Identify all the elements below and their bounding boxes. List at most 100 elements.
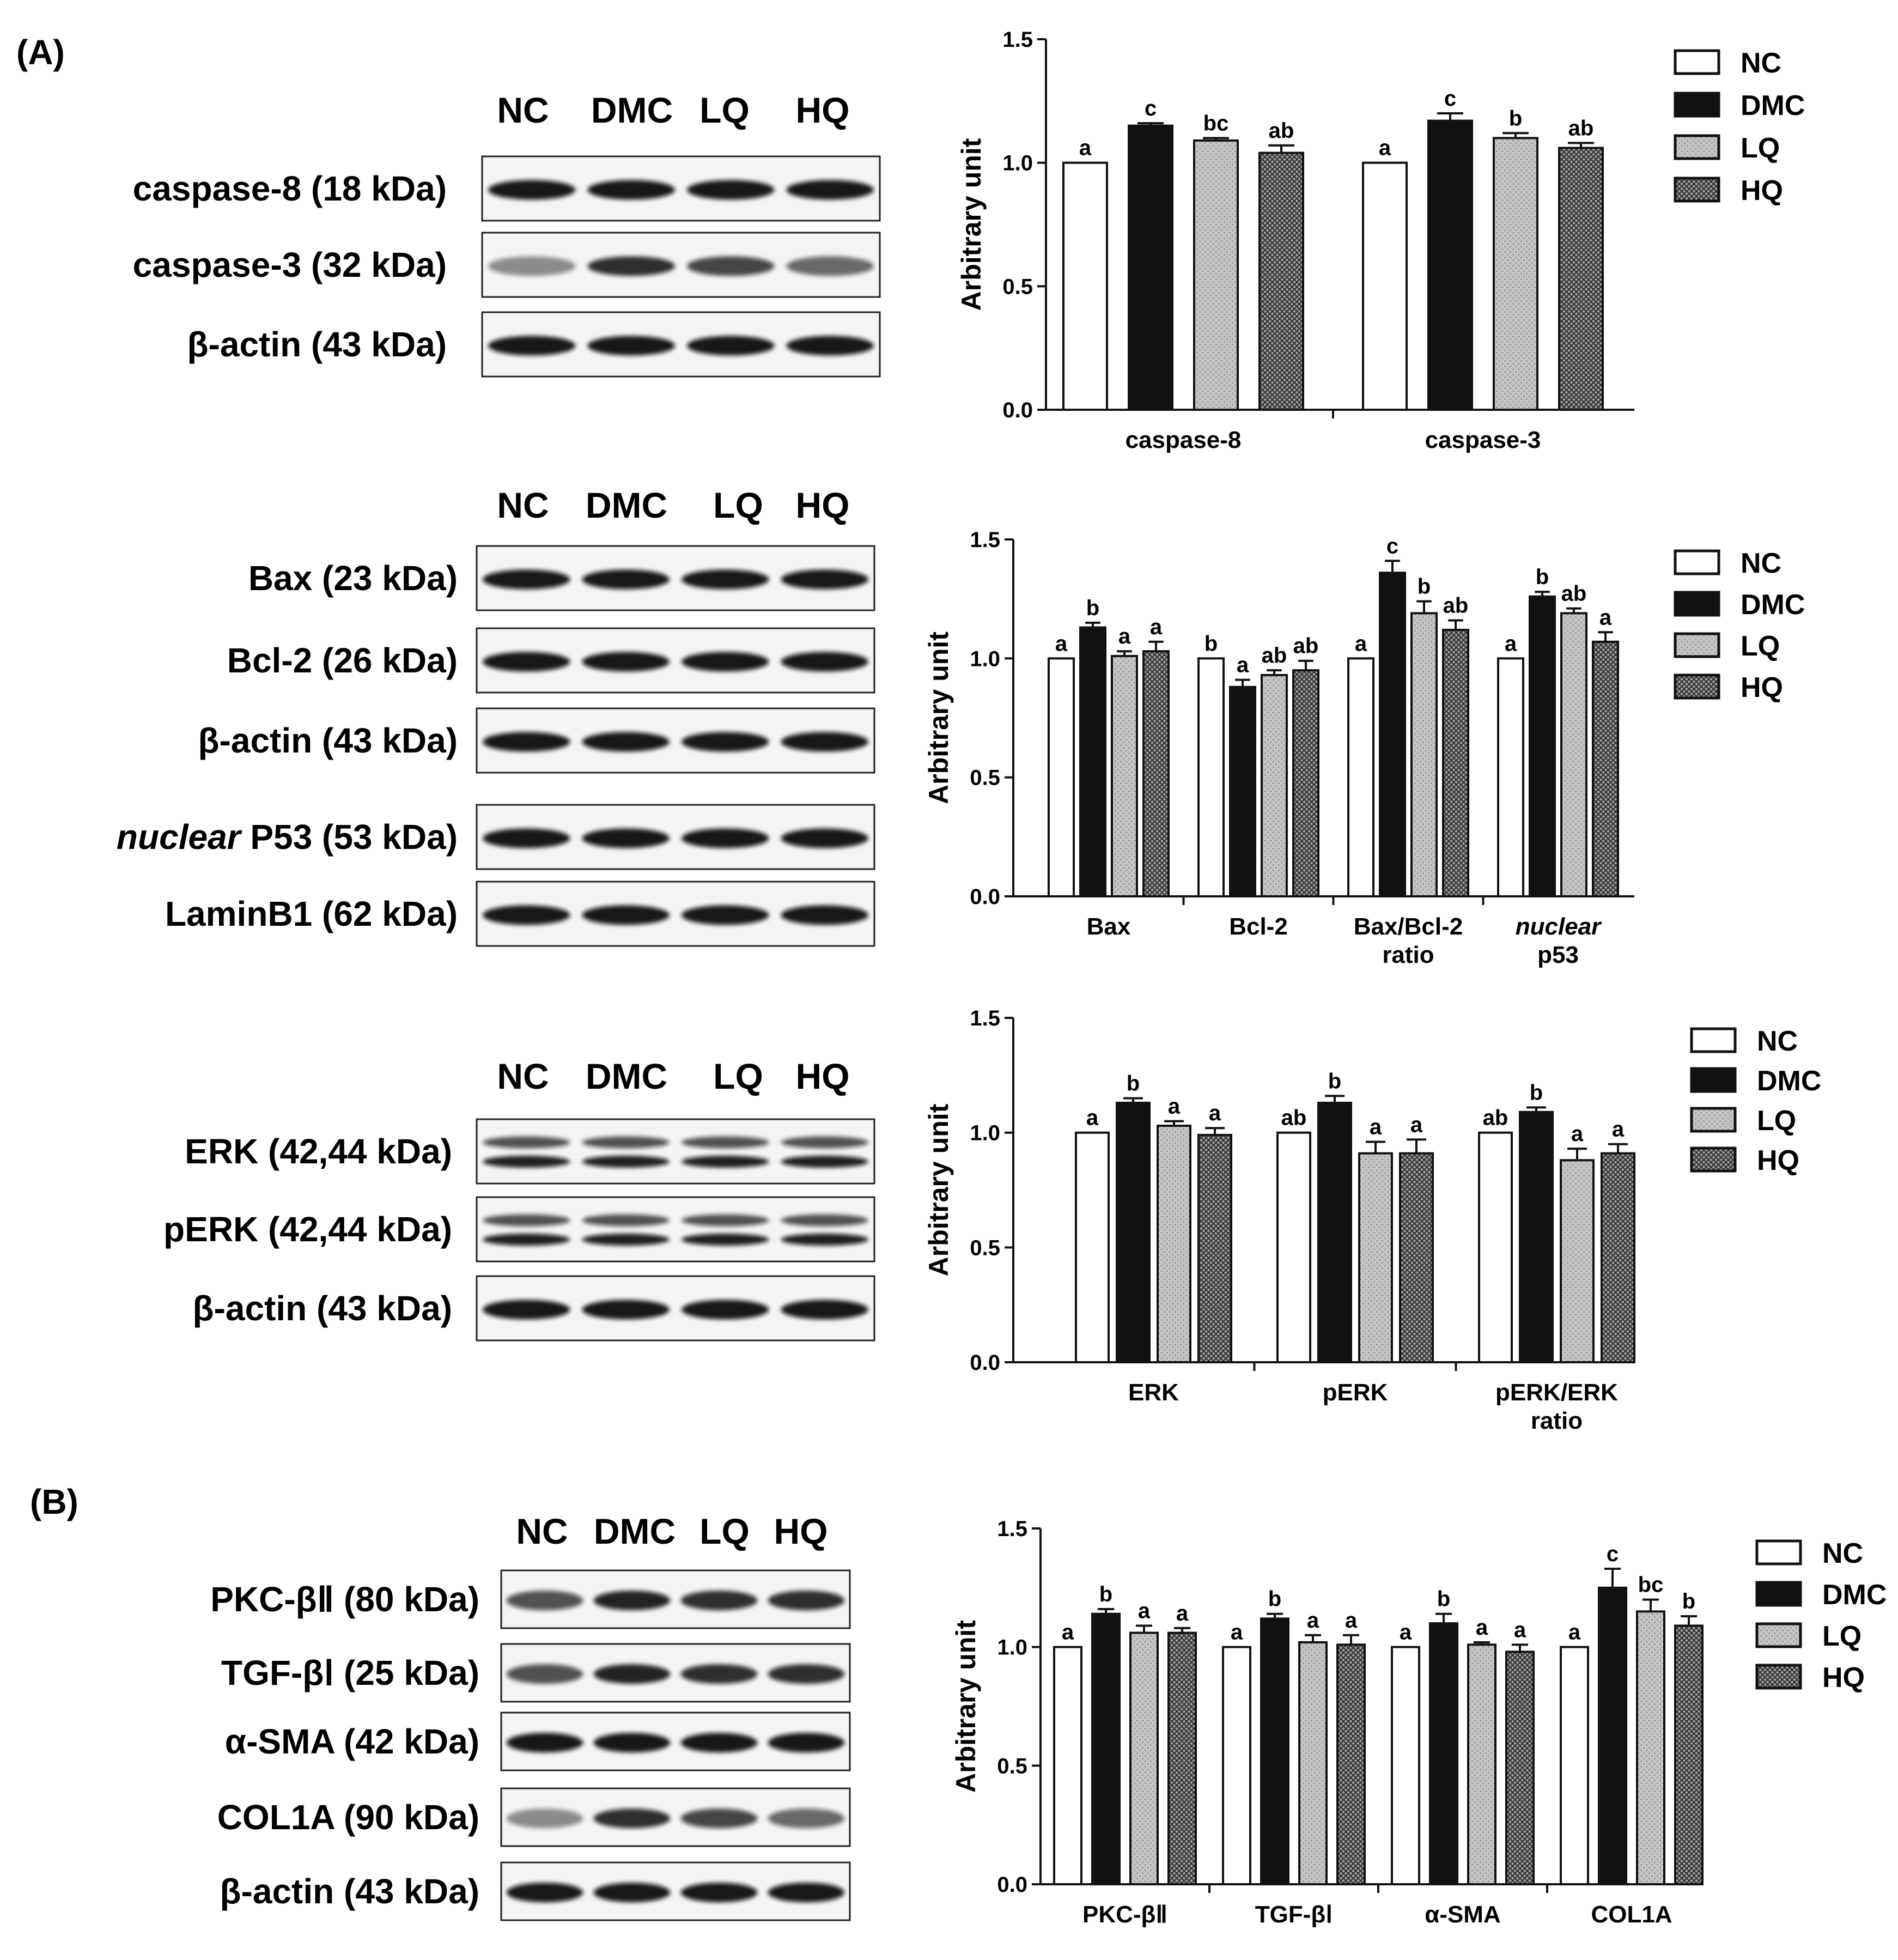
lane-label: NC (497, 90, 549, 130)
bar-hq (1558, 147, 1604, 411)
bar-dmc (1128, 124, 1173, 411)
blot-band (681, 732, 769, 752)
bar-lq (1560, 1159, 1595, 1363)
bar-hq (1442, 628, 1469, 898)
blot-membrane (476, 1118, 875, 1185)
blot-band (587, 256, 676, 276)
blot-band (681, 1155, 769, 1168)
blot-band (781, 828, 869, 848)
bar-hq (1674, 1624, 1704, 1885)
blot-band (582, 828, 670, 848)
legend-swatch-nc (1755, 1539, 1802, 1565)
bar-hq (1399, 1152, 1434, 1363)
blot-band (768, 1809, 845, 1829)
bar-dmc (1529, 595, 1556, 898)
significance-letter: ab (1483, 1106, 1508, 1130)
category-label: pERK/ERK (1495, 1379, 1618, 1406)
blot-group: NC DMC LQ HQ caspase-8 (18 kDa) caspase-3 (32… (133, 90, 881, 378)
blot-band (768, 1733, 845, 1753)
bar-hq (1592, 640, 1619, 898)
blot-band (582, 1300, 670, 1320)
significance-letter: a (1138, 1599, 1151, 1623)
lane-label: LQ (713, 1056, 763, 1096)
significance-letter: b (1204, 632, 1218, 656)
blot-band (482, 1136, 570, 1149)
significance-letter: b (1268, 1587, 1281, 1611)
blot-group: NC DMC LQ HQ Bax (23 kDa) Bcl-2 (26 kDa) β-act… (117, 485, 875, 947)
legend-label: LQ (1741, 132, 1780, 164)
protein-label-text: α-SMA (42 kDa) (225, 1722, 479, 1761)
y-tick-label: 1.0 (1002, 151, 1033, 175)
bar-dmc (1079, 626, 1106, 897)
category-label: TGF-βⅠ (1255, 1901, 1333, 1928)
legend-swatch-lq (1690, 1107, 1737, 1133)
significance-letter: a (1168, 1095, 1181, 1119)
significance-letter: ab (1262, 644, 1287, 668)
blot-band (680, 1809, 758, 1829)
blot-band (593, 1591, 671, 1611)
blot-band (482, 732, 570, 752)
y-tick-label: 0.5 (970, 766, 1000, 790)
legend-label: NC (1741, 548, 1781, 579)
y-tick-label: 0.5 (970, 1236, 1000, 1260)
blot-band (582, 1214, 670, 1227)
blot-band (768, 1591, 845, 1611)
protein-label: α-SMA (42 kDa) (225, 1722, 479, 1761)
legend-swatch-hq (1674, 177, 1720, 203)
bar-lq (1111, 654, 1138, 897)
bar-lq (1358, 1152, 1393, 1363)
blot-band (482, 828, 570, 848)
legend-swatch-hq (1755, 1664, 1802, 1690)
y-tick-label: 0.0 (1002, 398, 1033, 422)
blot-band (582, 1136, 670, 1149)
legend-swatch-lq (1674, 632, 1720, 658)
bar-dmc (1229, 685, 1256, 897)
protein-label-text: pERK (42,44 kDa) (163, 1210, 452, 1249)
category-label: ratio (1531, 1407, 1583, 1434)
protein-label: PKC-βⅡ (80 kDa) (210, 1580, 479, 1619)
significance-letter: c (1386, 534, 1398, 558)
legend-swatch-nc (1674, 549, 1720, 575)
significance-letter: b (1418, 575, 1431, 599)
blot-band (768, 1883, 845, 1903)
blot-band (582, 569, 670, 590)
significance-letter: bc (1203, 111, 1229, 135)
bar-hq (1505, 1650, 1535, 1885)
blot-band (587, 180, 676, 200)
blot-band (681, 1233, 769, 1246)
blot-band (582, 732, 670, 752)
blot-band (582, 905, 670, 925)
blot-band (582, 652, 670, 672)
y-axis-label: Arbitrary unit (951, 1620, 981, 1793)
bar-nc (1075, 1131, 1110, 1364)
y-tick-label: 0.5 (1002, 275, 1033, 299)
blot-band (681, 1136, 769, 1149)
bar-dmc (1519, 1111, 1554, 1364)
bar-lq (1560, 612, 1587, 898)
blot-band (781, 1136, 869, 1149)
bar-nc (1048, 657, 1075, 898)
legend-label: DMC (1741, 90, 1805, 122)
bar-nc (1062, 161, 1108, 411)
blot-band (482, 905, 570, 925)
protein-label-text: P53 (53 kDa) (241, 817, 458, 857)
western-blots: NC DMC LQ HQ caspase-8 (18 kDa) caspase-3 (32… (117, 90, 881, 1921)
blot-band (681, 828, 769, 848)
blot-band (593, 1733, 671, 1753)
category-label: ratio (1382, 942, 1434, 968)
significance-letter: b (1536, 565, 1549, 589)
bar-hq (1336, 1643, 1366, 1885)
legend-swatch-dmc (1674, 591, 1720, 617)
category-label: caspase-3 (1425, 427, 1541, 453)
blot-band (506, 1883, 583, 1903)
y-tick-label: 0.0 (997, 1873, 1027, 1897)
blot-band (680, 1733, 758, 1753)
lane-label: DMC (591, 90, 673, 130)
protein-label-text: β-actin (43 kDa) (198, 721, 458, 760)
blot-band (506, 1591, 583, 1611)
blot-band (593, 1809, 671, 1829)
significance-letter: a (1355, 632, 1367, 656)
significance-letter: b (1328, 1069, 1341, 1093)
significance-letter: ab (1281, 1106, 1307, 1130)
